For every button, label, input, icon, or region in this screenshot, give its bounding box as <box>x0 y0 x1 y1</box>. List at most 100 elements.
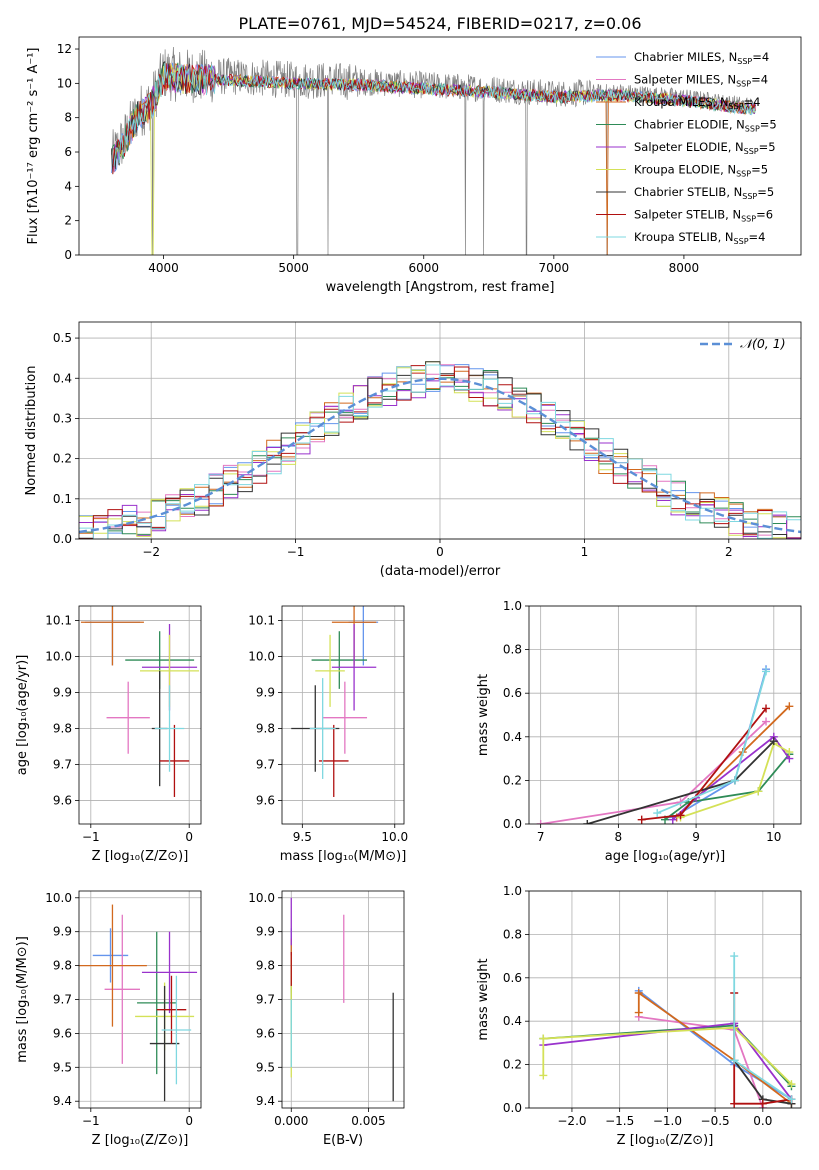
x-axis-label: mass [log₁₀(M/M⊙)] <box>280 849 407 864</box>
y-tick-label: 0.0 <box>53 532 72 546</box>
y-tick-label: 1.0 <box>503 599 522 613</box>
mass-vs-extinction-panel: 0.000 0.005 9.4 9.5 9.6 9.7 9.8 9.9 10.0 E(B-V) <box>248 890 405 1148</box>
x-axis-label: age [log₁₀(age/yr)] <box>605 849 726 864</box>
y-tick-label: 9.9 <box>53 925 72 939</box>
weight-point-marker <box>785 748 794 757</box>
y-tick-label: 0.6 <box>503 686 522 700</box>
y-tick-label: 9.8 <box>256 959 275 973</box>
gaussian-curve <box>79 377 801 534</box>
x-tick-label: 10 <box>766 830 781 844</box>
weight-line <box>542 1026 793 1085</box>
legend-entry: Kroupa MILES, NSSP=4 <box>634 95 760 111</box>
y-tick-label: 2 <box>64 214 72 228</box>
weight-line <box>664 753 790 821</box>
x-tick-label: −1 <box>82 830 100 844</box>
x-tick-label: 0.0 <box>753 1114 772 1128</box>
legend-entry: Salpeter STELIB, NSSP=6 <box>634 208 773 224</box>
model-spectrum-line <box>112 63 756 175</box>
y-tick-label: 6 <box>64 145 72 159</box>
x-tick-label: 8 <box>615 830 623 844</box>
y-tick-label: 9.7 <box>53 758 72 772</box>
weight-point-marker <box>762 667 771 676</box>
axes-frame <box>528 890 802 1109</box>
axes-frame <box>528 605 802 825</box>
weight-point-marker <box>730 776 739 785</box>
legend-subscript: SSP <box>734 237 749 246</box>
legend-count: =5 <box>751 163 768 177</box>
legend-count: =5 <box>759 140 776 154</box>
legend-entry: Chabrier MILES, NSSP=4 <box>634 50 769 66</box>
y-tick-label: 9.8 <box>53 959 72 973</box>
x-tick-label: 0.000 <box>274 1114 308 1128</box>
residual-histogram <box>79 364 801 539</box>
y-tick-label: 9.9 <box>256 925 275 939</box>
legend-entry: Kroupa ELODIE, NSSP=5 <box>634 163 768 179</box>
x-tick-label: 0 <box>185 830 193 844</box>
weight-point-marker <box>758 1099 767 1108</box>
legend-subscript: SSP <box>729 102 744 111</box>
y-tick-label: 0.3 <box>53 411 72 425</box>
weight-point-marker <box>762 717 771 726</box>
y-axis-label: mass [log₁₀(M/M⊙)] <box>15 936 30 1063</box>
x-tick-label: 2 <box>725 545 733 559</box>
weight-point-marker <box>730 952 739 961</box>
weight-point-marker <box>787 1095 796 1104</box>
grid <box>282 606 404 824</box>
x-tick-label: 0.005 <box>351 1114 385 1128</box>
weight-point-marker <box>583 820 592 824</box>
weight-vs-metallicity-panel: −2.0 −1.5 −1.0 −0.5 0.0 0.0 0.2 0.4 0.6 0.8 1.0 Z [… <box>476 884 802 1148</box>
plot-area <box>111 46 756 255</box>
y-tick-label: 0.2 <box>53 452 72 466</box>
weight-point-marker <box>730 1056 739 1065</box>
y-tick-label: 8 <box>64 111 72 125</box>
y-tick-label: 9.5 <box>53 1060 72 1074</box>
y-tick-label: 0.5 <box>53 331 72 345</box>
y-tick-label: 9.7 <box>256 758 275 772</box>
y-tick-label: 10 <box>57 76 72 90</box>
weight-point-marker <box>539 1071 548 1080</box>
weight-point-marker <box>676 811 685 820</box>
weight-vs-age-panel: 7 8 9 10 0.0 0.2 0.4 0.6 0.8 1.0 age [log₁₀(age/yr… <box>476 599 802 864</box>
legend-entry: Kroupa STELIB, NSSP=4 <box>634 230 765 246</box>
plot-area <box>79 904 198 1102</box>
y-tick-label: 9.7 <box>256 993 275 1007</box>
grid <box>282 891 404 1108</box>
legend-subscript: SSP <box>744 147 759 156</box>
y-tick-label: 0.1 <box>53 492 72 506</box>
y-axis-label: Normed distribution <box>24 366 39 496</box>
plot-area <box>290 897 394 1102</box>
mass-vs-metallicity-panel: −1 0 9.4 9.5 9.6 9.7 9.8 9.9 10.0 Z [log₁₀(Z/Z⊙)]… <box>15 890 202 1148</box>
y-tick-label: 0.4 <box>53 371 72 385</box>
x-tick-label: −1 <box>82 1114 100 1128</box>
plot-area <box>291 606 379 797</box>
weight-point-marker <box>637 815 646 824</box>
y-tick-label: 9.6 <box>53 794 72 808</box>
x-tick-label: 0 <box>436 545 444 559</box>
y-axis-label: Flux [fλ10⁻¹⁷ erg cm⁻² s⁻¹ A⁻¹] <box>26 48 41 245</box>
grid <box>79 891 201 1108</box>
legend-subscript: SSP <box>737 57 752 66</box>
axes-frame <box>78 36 802 256</box>
age-vs-mass-panel: 9.5 10.0 9.6 9.7 9.8 9.9 10.0 10.1 mass [log₁₀(M… <box>248 605 408 864</box>
x-tick-label: 7000 <box>539 261 570 275</box>
age-vs-metallicity-panel: −1 0 9.6 9.7 9.8 9.9 10.0 10.1 Z [log₁₀(Z/Z⊙)] ag… <box>15 605 202 864</box>
y-tick-label: 0.0 <box>503 817 522 831</box>
y-tick-label: 1.0 <box>503 884 522 898</box>
y-tick-label: 9.4 <box>53 1094 72 1108</box>
y-tick-label: 9.8 <box>256 722 275 736</box>
x-tick-label: 6000 <box>408 261 439 275</box>
legend-count: =4 <box>749 230 766 244</box>
x-tick-label: 10.0 <box>381 830 408 844</box>
plot-area <box>539 952 796 1108</box>
legend-subscript: SSP <box>742 192 757 201</box>
y-tick-label: 0.0 <box>503 1101 522 1115</box>
plot-area <box>79 361 801 539</box>
y-tick-label: 0.8 <box>503 643 522 657</box>
x-axis-label: E(B-V) <box>323 1133 363 1148</box>
x-tick-label: −0.5 <box>701 1114 730 1128</box>
y-tick-label: 9.4 <box>256 1094 275 1108</box>
weight-point-marker <box>769 737 778 746</box>
y-tick-label: 9.6 <box>53 1026 72 1040</box>
legend-count: =5 <box>760 118 777 132</box>
